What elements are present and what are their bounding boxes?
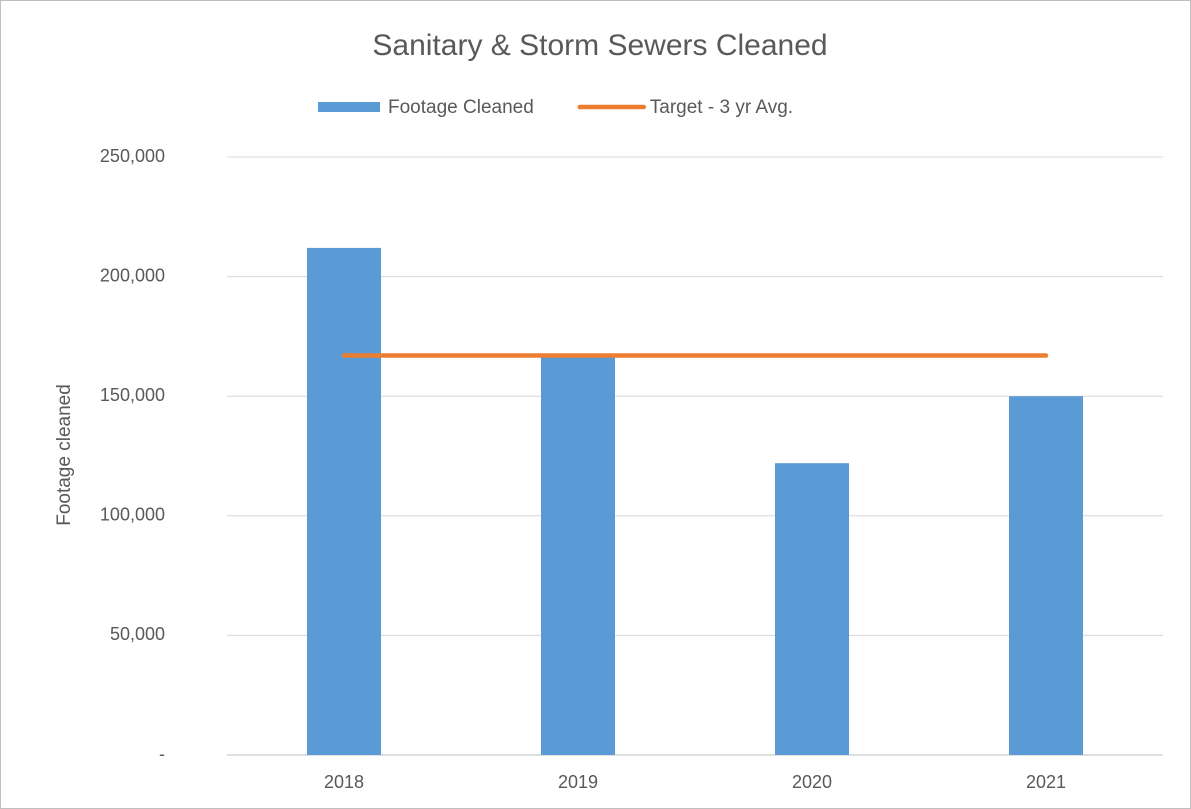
y-tick-label: 250,000 bbox=[100, 146, 165, 166]
legend-swatch bbox=[318, 102, 380, 112]
y-tick-label: 200,000 bbox=[100, 265, 165, 285]
legend-label: Target - 3 yr Avg. bbox=[650, 97, 793, 118]
y-tick-label: 100,000 bbox=[100, 505, 165, 525]
x-tick-label: 2019 bbox=[558, 772, 598, 792]
y-tick-label: 150,000 bbox=[100, 385, 165, 405]
legend-label: Footage Cleaned bbox=[388, 97, 534, 118]
chart-title: Sanitary & Storm Sewers Cleaned bbox=[372, 29, 827, 62]
bar bbox=[1009, 396, 1083, 755]
x-tick-label: 2021 bbox=[1026, 772, 1066, 792]
y-tick-label: - bbox=[159, 744, 165, 764]
y-tick-label: 50,000 bbox=[110, 624, 165, 644]
bar bbox=[541, 355, 615, 755]
x-tick-label: 2020 bbox=[792, 772, 832, 792]
y-axis-label: Footage cleaned bbox=[54, 384, 75, 526]
bar bbox=[307, 247, 381, 755]
x-tick-label: 2018 bbox=[324, 772, 364, 792]
bar bbox=[775, 463, 849, 755]
